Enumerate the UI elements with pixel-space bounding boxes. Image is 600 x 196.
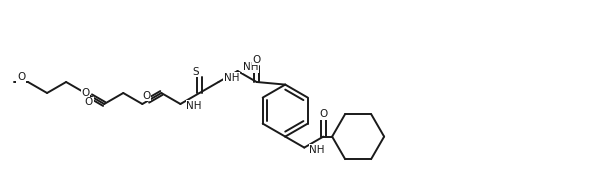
Text: NH: NH [309, 145, 325, 155]
Text: S: S [192, 66, 199, 76]
Text: O: O [253, 54, 261, 64]
Text: O: O [142, 91, 150, 101]
Text: O: O [17, 72, 25, 82]
Text: NH: NH [242, 62, 258, 72]
Text: O: O [85, 97, 93, 107]
Text: NH: NH [187, 101, 202, 111]
Text: O: O [319, 109, 328, 119]
Text: O: O [81, 88, 89, 98]
Text: NH: NH [224, 73, 239, 83]
